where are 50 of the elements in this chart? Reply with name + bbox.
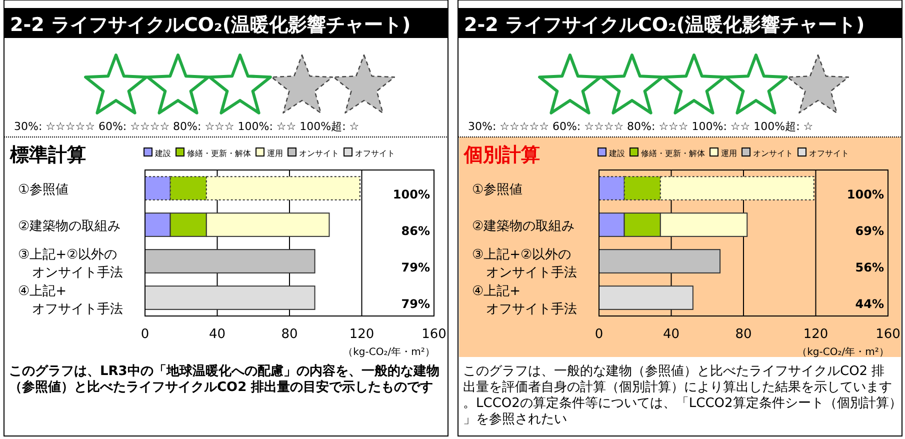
legend-label: オフサイト [355, 149, 395, 158]
legend-label: オンサイト [753, 149, 793, 158]
y-tick-label: ④上記+オフサイト手法 [18, 284, 123, 317]
legend-label: 運用 [721, 149, 737, 158]
bar [598, 249, 721, 274]
x-tick-label: 0 [140, 327, 150, 342]
legend-label: 修繕・更新・解体 [641, 149, 705, 158]
annotation: 79% [401, 296, 430, 311]
x-tick-label: 80 [281, 327, 298, 342]
bar [144, 249, 316, 274]
annotation: 100% [392, 187, 430, 202]
y-tick-label: ③上記+②以外のオンサイト手法 [472, 247, 577, 280]
y-tick-label: ②建築物の取組み [18, 218, 121, 234]
x-tick-label: 40 [662, 327, 680, 342]
chart-title: 2-2 ライフサイクルCO₂(温暖化影響チャート) [10, 14, 411, 36]
y-tick-label: ①参照値 [472, 182, 523, 198]
y-tick-label: ①参照値 [18, 182, 69, 198]
annotation: 69% [855, 224, 884, 238]
x-tick-label: 160 [876, 327, 900, 342]
bar [144, 286, 316, 310]
text: このグラフは、LR3中の「地球温暖化への配慮」の内容を、一般的な建物（参照値）と比べたライフサイクルCO2 排出量の目安で示したものです [9, 363, 440, 395]
y-tick-label: ③上記+②以外のオンサイト手法 [18, 247, 123, 280]
chart-subtitle: 個別計算 [463, 144, 540, 166]
legend-label: 修繕・更新・解体 [187, 149, 251, 158]
annotation: 86% [401, 224, 430, 238]
text: このグラフは、一般的な建物（参照値）と比べたライフサイクルCO2 排出量を評価者自身の計算（個別計算）により算出した結果を示しています。LCCO2の算定条件等については、「LCCO2算定条件シート（個別計算）」を参照されたい [463, 364, 902, 427]
legend-label: 建設 [154, 149, 171, 158]
text: 30%: ☆☆☆☆☆ 60%: ☆☆☆☆ 80%: ☆☆☆ 100%: ☆☆ 100%超: ☆ [14, 120, 360, 133]
x-tick-label: 120 [803, 327, 828, 342]
y-tick-label: ④上記+オフサイト手法 [472, 284, 577, 317]
legend-label: 建設 [608, 149, 625, 158]
x-axis-title: （kg-CO₂/年・m²） [343, 346, 435, 358]
y-tick-label: ②建築物の取組み [472, 218, 575, 234]
annotation: 79% [401, 260, 430, 274]
x-tick-label: 120 [349, 327, 374, 342]
x-axis-title: （kg-CO₂/年・m²） [797, 346, 889, 358]
x-tick-label: 40 [208, 327, 226, 342]
annotation: 100% [846, 187, 884, 202]
x-tick-label: 80 [735, 327, 752, 342]
annotation: 44% [855, 296, 884, 311]
legend-label: オンサイト [299, 149, 339, 158]
x-tick-label: 160 [422, 327, 446, 342]
legend-label: オフサイト [809, 149, 849, 158]
legend-label: 運用 [267, 149, 283, 158]
x-tick-label: 0 [594, 327, 604, 342]
chart-title: 2-2 ライフサイクルCO₂(温暖化影響チャート) [464, 14, 865, 36]
bar [598, 286, 694, 310]
chart-subtitle: 標準計算 [9, 144, 86, 166]
text: 30%: ☆☆☆☆☆ 60%: ☆☆☆☆ 80%: ☆☆☆ 100%: ☆☆ 100%超: ☆ [468, 120, 814, 133]
annotation: 56% [855, 260, 884, 274]
